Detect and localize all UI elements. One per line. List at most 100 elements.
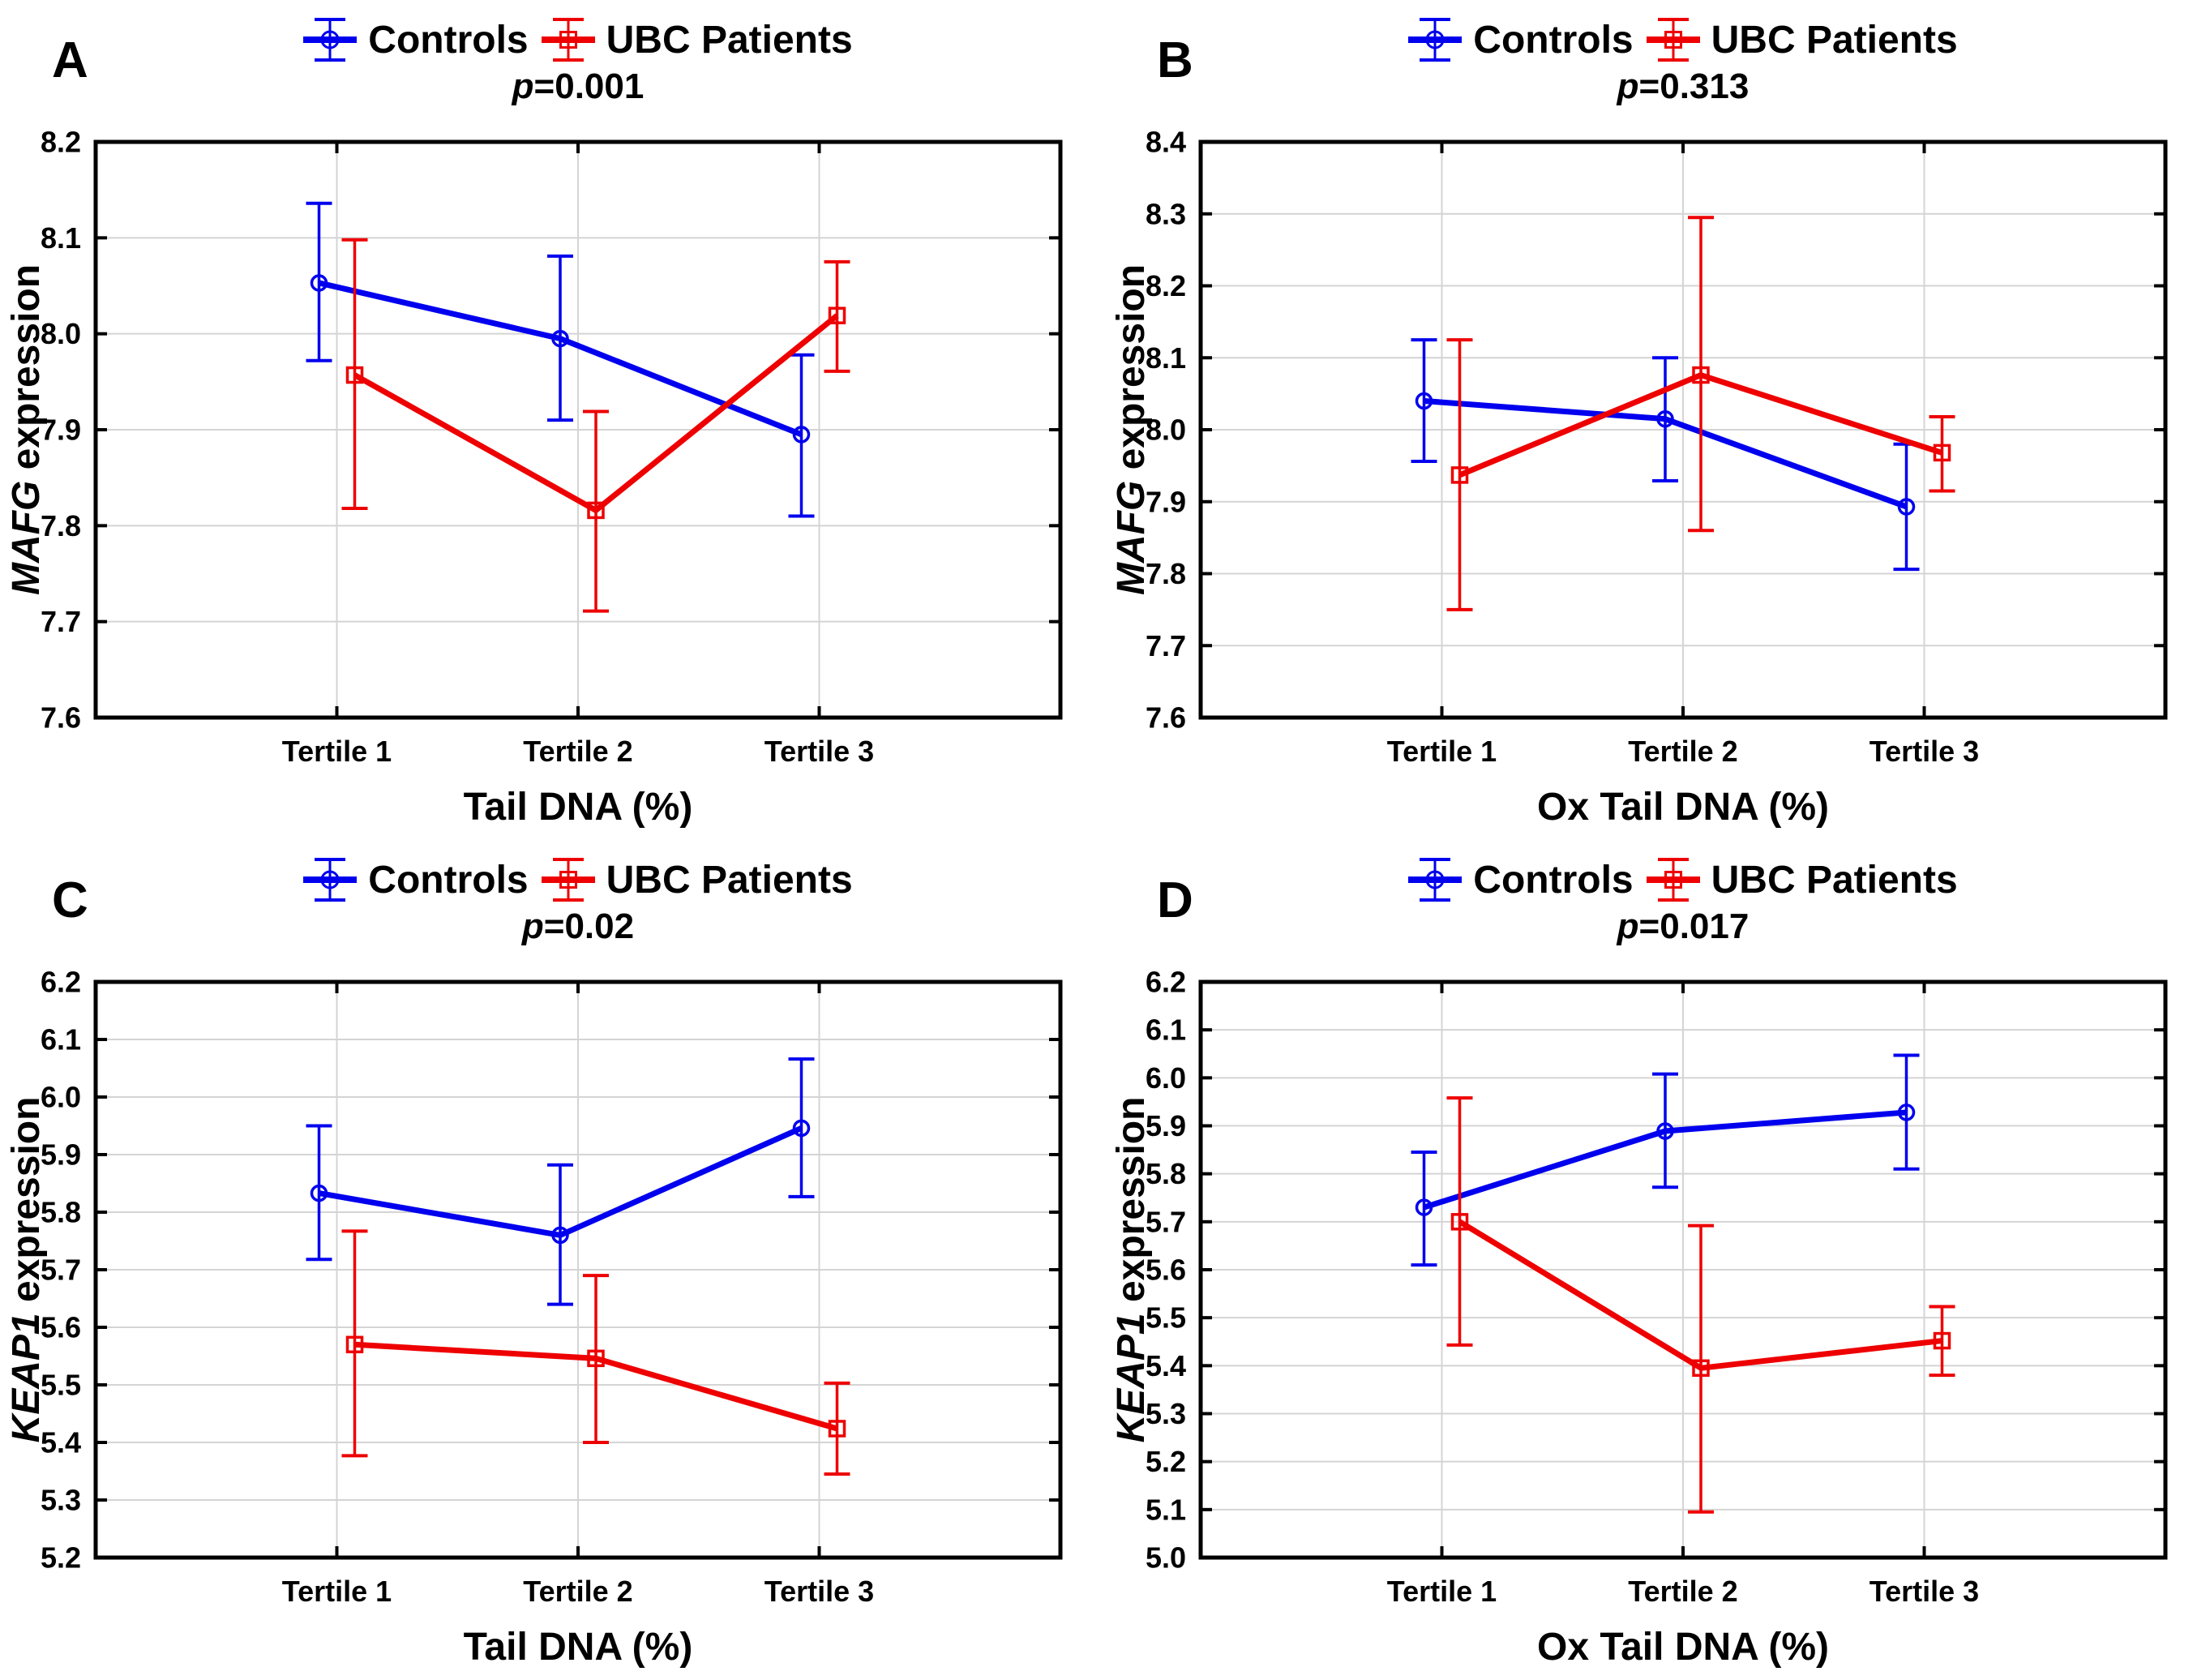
x-tick-label: Tertile 1 [1387,1575,1497,1608]
data-point-marker [310,274,328,292]
data-point-marker [1656,1122,1674,1140]
y-tick-label: 5.4 [1146,1349,1186,1382]
data-point-marker [1933,444,1951,462]
legend-label-patients: UBC Patients [606,858,853,902]
chart-c: 6.2 6.1 6.0 5.9 5.8 5.7 5.6 5.5 5.4 5.3 5.2 Tertile… [5,966,1063,1669]
y-tick-label: 8.0 [1146,414,1186,447]
data-point-marker [1415,1198,1433,1216]
legend-entry-patients: UBC Patients [541,856,853,903]
y-tick-label: 7.6 [1146,701,1186,735]
legend-label-controls: Controls [368,18,529,62]
y-tick-label: 7.8 [1146,557,1186,590]
data-point-marker [587,1349,605,1368]
y-tick-label: 7.8 [41,509,81,542]
y-tick-label: 5.4 [41,1426,81,1459]
y-tick-label: 5.8 [1146,1157,1186,1190]
y-tick-label: 7.7 [1146,629,1186,662]
x-tick-label: Tertile 2 [1628,1575,1737,1608]
legend: Controls UBC Patients p=0.017 [1201,856,2165,947]
legend-label-patients: UBC Patients [1711,18,1958,62]
data-point-marker [310,1184,328,1202]
data-point-marker [1897,498,1916,516]
x-tick-label: Tertile 2 [523,735,632,768]
x-tick-label: Tertile 3 [1870,1575,1979,1608]
data-point-marker [551,329,569,348]
legend-row: Controls UBC Patients [1408,856,1958,903]
controls-errorbar-symbol-icon [303,856,358,903]
legend-label-controls: Controls [1473,18,1634,62]
legend-entry-patients: UBC Patients [541,16,853,63]
y-tick-label: 5.5 [41,1369,81,1402]
patients-errorbar-symbol-icon [1646,856,1700,903]
y-axis-title: MAFG expression [5,264,48,595]
y-tick-label: 6.1 [1146,1014,1186,1047]
y-axis-title: KEAP1 expression [1110,1097,1153,1443]
x-tick-label: Tertile 2 [523,1575,632,1608]
legend-entry-controls: Controls [303,16,529,63]
x-axis-title: Ox Tail DNA (%) [1537,786,1829,829]
series-line-patients [354,1341,838,1432]
data-point-marker [1897,1104,1916,1121]
y-tick-label: 5.6 [41,1311,81,1344]
data-point-marker [1656,409,1674,428]
y-axis-title: KEAP1 expression [5,1097,48,1443]
data-point-marker [587,501,605,520]
legend: Controls UBC Patients p=0.001 [96,16,1060,107]
series-line-patients [1458,1219,1942,1371]
p-value: p=0.313 [1617,66,1750,106]
y-tick-label: 5.9 [1146,1109,1186,1142]
legend-label-controls: Controls [368,858,529,902]
data-point-marker [345,366,364,384]
y-tick-label: 5.7 [1146,1205,1186,1238]
legend-row: Controls UBC Patients [303,16,853,63]
data-point-marker [1692,366,1710,384]
series-line-patients [353,313,839,514]
series-line-controls [318,280,803,438]
controls-errorbar-symbol-icon [1408,16,1463,63]
data-point-marker [828,1420,846,1438]
y-tick-label: 7.9 [1146,485,1186,518]
y-tick-label: 6.1 [41,1023,81,1056]
y-tick-label: 7.6 [41,701,81,735]
data-point-marker [1450,466,1469,484]
data-point-marker [1933,1331,1951,1350]
legend-row: Controls UBC Patients [303,856,853,903]
y-tick-label: 8.3 [1146,197,1186,230]
y-axis-title: MAFG expression [1110,264,1153,595]
chart-b: 8.4 8.3 8.2 8.1 8.0 7.9 7.8 7.7 7.6 Tertile 1 Tert… [1110,126,2168,829]
legend-entry-patients: UBC Patients [1646,16,1958,63]
data-point-marker [792,1119,811,1138]
y-tick-label: 7.9 [41,414,81,447]
x-tick-label: Tertile 3 [765,735,874,768]
y-tick-label: 8.1 [41,221,81,255]
patients-errorbar-symbol-icon [541,16,595,63]
panel-d: D Controls [1105,840,2210,1680]
data-point-marker [345,1335,364,1354]
panel-letter: D [1157,872,1193,928]
legend-label-controls: Controls [1473,858,1634,902]
chart-d: 6.2 6.1 6.0 5.9 5.8 5.7 5.6 5.5 5.4 5.3 5.2 5.1 5.0 T… [1110,966,2168,1669]
p-value: p=0.001 [512,66,645,106]
panel-letter: A [52,32,88,88]
y-tick-label: 8.2 [41,126,81,159]
legend-entry-controls: Controls [303,856,529,903]
chart-a: 8.2 8.1 8.0 7.9 7.8 7.7 7.6 Tertile 1 Tertile 2 T… [5,126,1063,829]
y-tick-label: 8.1 [1146,341,1186,375]
y-tick-label: 5.9 [41,1138,81,1172]
data-point-marker [792,426,811,444]
legend-label-patients: UBC Patients [606,18,853,62]
controls-errorbar-symbol-icon [303,16,358,63]
legend-entry-controls: Controls [1408,856,1634,903]
x-tick-label: Tertile 1 [1387,735,1497,768]
p-value: p=0.017 [1617,906,1750,946]
y-tick-label: 5.6 [1146,1254,1186,1287]
y-tick-label: 5.0 [1146,1541,1186,1575]
legend-row: Controls UBC Patients [1408,16,1958,63]
legend: Controls UBC Patients p=0.02 [96,856,1060,947]
y-tick-label: 6.2 [41,966,81,999]
y-tick-label: 5.7 [41,1254,81,1287]
y-tick-label: 5.2 [1146,1445,1186,1478]
p-value: p=0.02 [521,906,635,946]
y-tick-label: 8.0 [41,317,81,350]
